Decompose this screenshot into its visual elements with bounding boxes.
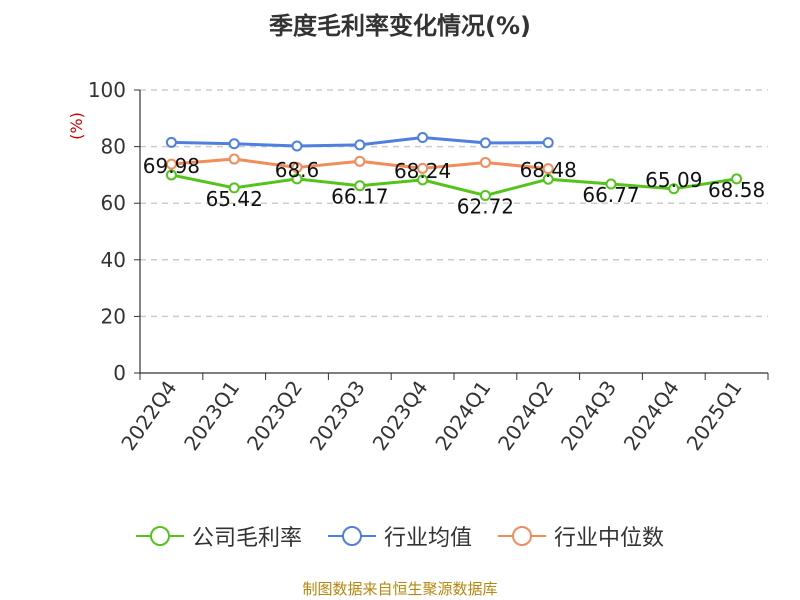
y-tick-label: 40 [101,248,126,272]
x-tick-label: 2023Q1 [179,376,244,455]
data-label: 66.17 [331,185,388,209]
data-point [354,155,366,167]
x-tick-label: 2024Q2 [493,376,558,455]
y-tick-label: 20 [101,304,126,328]
legend-label-company: 公司毛利率 [191,526,302,551]
data-label: 65.42 [206,187,263,211]
x-tick-label: 2024Q3 [556,376,621,455]
data-point [668,183,680,195]
data-label: 66.77 [582,183,639,207]
data-point [605,178,617,190]
data-point [165,169,177,181]
data-point [354,180,366,192]
data-label: 68.58 [708,178,765,202]
data-point [479,137,491,149]
legend-label-industry-median: 行业中位数 [554,526,665,551]
data-point [479,156,491,168]
x-tick-label: 2025Q1 [682,376,747,455]
data-point [228,182,240,194]
data-point [417,174,429,186]
data-point [542,137,554,149]
data-point [228,138,240,150]
data-point [291,140,303,152]
data-point [291,162,303,174]
legend-item-industry-avg[interactable]: 行业均值 [327,520,472,552]
data-point [417,162,429,174]
x-tick-label: 2022Q4 [116,376,181,455]
data-label: 62.72 [457,195,514,219]
data-point [291,173,303,185]
y-tick-label: 80 [101,135,126,159]
legend-swatch-industry-median [498,526,546,546]
grid-lines [140,89,768,318]
data-label: 69.98 [143,154,200,178]
x-tick-label: 2023Q3 [305,376,370,455]
data-point [354,139,366,151]
data-point [479,190,491,202]
data-label: 65.09 [645,168,702,192]
legend-item-industry-median[interactable]: 行业中位数 [498,520,664,552]
data-point [165,136,177,148]
chart-title: 季度毛利率变化情况(%) [269,12,531,40]
x-tick-label: 2024Q1 [430,376,495,455]
y-axis-unit: (%) [67,112,86,140]
data-point [417,132,429,144]
data-label: 68.24 [394,159,451,183]
data-labels: 69.9865.4268.666.1768.2462.7268.4866.776… [143,154,765,219]
legend-swatch-industry-avg [327,526,376,546]
series-line-0 [171,173,737,198]
legend-item-company[interactable]: 公司毛利率 [135,520,302,552]
data-point [165,158,177,170]
legend-swatch-company [135,526,184,546]
x-tick-label: 2023Q4 [368,376,433,455]
data-point [731,173,743,185]
x-tick-label: 2024Q4 [619,376,684,455]
series-lines [165,132,743,202]
axes: 020406080100(%)2022Q42023Q12023Q22023Q32… [67,78,769,455]
data-label: 68.48 [520,158,577,182]
data-point [542,163,554,175]
data-point [228,153,240,165]
legend-label-industry-avg: 行业均值 [383,526,472,551]
y-tick-label: 0 [113,361,126,385]
data-point [542,173,554,185]
legend: 公司毛利率 行业均值 行业中位数 [0,520,800,552]
y-tick-label: 60 [101,191,126,215]
x-tick-label: 2023Q2 [242,376,307,455]
y-tick-label: 100 [88,78,126,102]
data-label: 68.6 [275,158,320,182]
source-note: 制图数据来自恒生聚源数据库 [302,580,498,598]
